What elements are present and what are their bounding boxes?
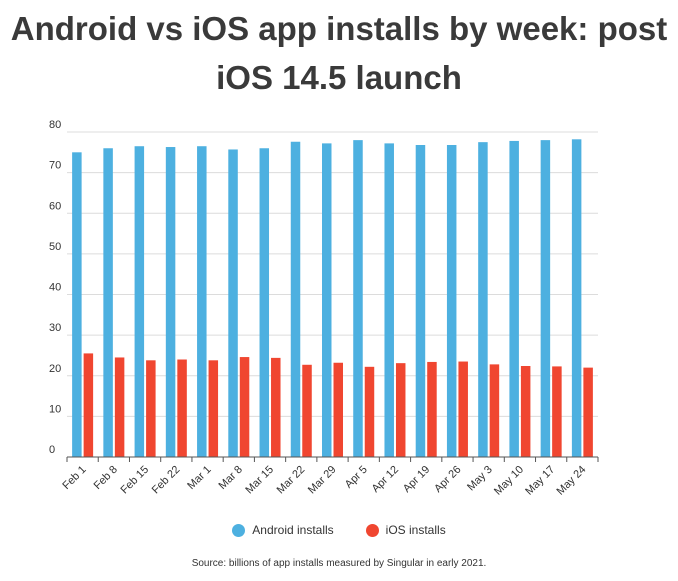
bar-android — [509, 140, 519, 457]
legend-item-ios: iOS installs — [365, 523, 446, 537]
chart-title: Android vs iOS app installs by week: pos… — [10, 10, 668, 96]
bar-android — [415, 145, 426, 457]
x-tick-label: Feb 8 — [92, 464, 120, 492]
x-tick-label: Mar 29 — [306, 464, 339, 497]
bars — [72, 139, 593, 457]
x-tick-label: May 3 — [465, 464, 495, 494]
bar-ios — [395, 363, 406, 457]
y-tick-label: 10 — [49, 403, 61, 415]
x-tick-label: Feb 1 — [60, 464, 88, 492]
bar-android — [228, 149, 238, 457]
x-tick-label: Apr 19 — [401, 464, 432, 495]
bar-ios — [302, 364, 312, 457]
bar-android — [384, 143, 394, 457]
bar-android — [571, 139, 582, 457]
bar-android — [197, 146, 207, 457]
x-tick-label: Feb 22 — [150, 464, 183, 497]
x-tick-label: Mar 22 — [275, 464, 308, 497]
x-tick-label: Mar 15 — [243, 464, 276, 497]
y-tick-label: 60 — [49, 200, 61, 212]
x-tick-label: Apr 26 — [432, 464, 463, 495]
bar-ios — [83, 353, 94, 457]
source-note: Source: billions of app installs measure… — [191, 558, 487, 569]
bar-android — [103, 148, 113, 457]
bar-android — [165, 147, 176, 457]
bar-ios — [458, 361, 468, 457]
bar-ios — [552, 366, 562, 457]
bar-android — [72, 152, 82, 457]
bar-android — [290, 141, 301, 457]
bar-android — [134, 146, 145, 457]
bar-ios — [208, 360, 219, 457]
bar-ios — [177, 359, 187, 457]
y-tick-label: 50 — [49, 241, 61, 253]
x-tick-label: Mar 1 — [185, 464, 213, 492]
y-tick-label: 30 — [49, 322, 61, 334]
android-swatch — [232, 523, 246, 537]
legend-item-android: Android installs — [232, 523, 334, 537]
y-tick-label: 40 — [49, 282, 61, 294]
y-tick-label: 0 — [49, 444, 55, 456]
bar-android — [540, 140, 551, 457]
bar-ios — [271, 357, 281, 457]
legend: Android installs iOS installs — [0, 523, 678, 537]
y-axis-ticks: 0 10 20 30 40 50 60 70 80 — [49, 119, 61, 456]
x-tick-label: Apr 12 — [370, 464, 401, 495]
x-tick-label: May 17 — [523, 464, 557, 498]
bar-android — [446, 145, 457, 457]
bar-android — [353, 140, 363, 457]
bar-ios — [583, 367, 593, 457]
x-tick-label: Apr 5 — [343, 464, 370, 491]
bar-ios — [146, 360, 156, 457]
x-tick-label: Mar 8 — [217, 464, 245, 492]
bar-ios — [427, 361, 437, 457]
y-tick-label: 80 — [49, 119, 61, 131]
bar-ios — [489, 364, 500, 457]
y-tick-label: 20 — [49, 363, 61, 375]
x-tick-label: Feb 15 — [119, 464, 152, 497]
bar-ios — [364, 366, 375, 457]
x-tick-label: May 24 — [555, 464, 589, 498]
ios-swatch — [365, 523, 379, 537]
bar-android — [259, 148, 270, 457]
bar-ios — [333, 362, 343, 457]
legend-label-ios: iOS installs — [385, 523, 446, 537]
bar-ios — [520, 366, 531, 457]
bar-android — [478, 142, 488, 457]
bar-ios — [239, 357, 250, 457]
x-tick-label: May 10 — [492, 464, 526, 498]
legend-label-android: Android installs — [252, 523, 334, 537]
bar-ios — [114, 357, 125, 457]
bar-android — [322, 143, 332, 457]
y-tick-label: 70 — [49, 160, 61, 172]
